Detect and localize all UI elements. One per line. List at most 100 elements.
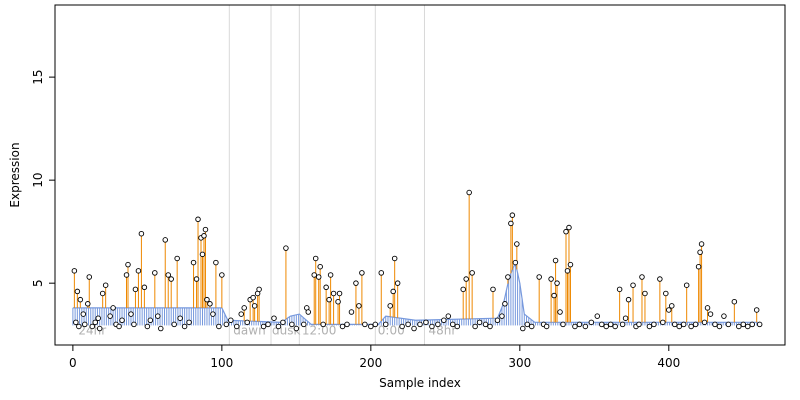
x-tick-label: 400 — [657, 356, 680, 370]
data-point — [405, 321, 411, 328]
data-point — [509, 212, 516, 218]
x-tick-label: 300 — [508, 356, 531, 370]
data-point — [119, 317, 125, 324]
data-point — [494, 317, 501, 324]
data-point — [630, 282, 636, 288]
data-point — [725, 321, 732, 328]
data-point — [616, 286, 623, 293]
data-point — [301, 321, 307, 328]
data-point — [745, 323, 751, 330]
data-point — [391, 255, 398, 262]
data-point — [528, 323, 535, 330]
plot-frame — [54, 4, 786, 346]
data-point — [582, 323, 589, 330]
data-point — [327, 272, 334, 278]
data-point — [646, 323, 653, 330]
data-point — [311, 272, 317, 278]
data-point — [552, 257, 559, 264]
data-point — [125, 261, 131, 268]
data-point — [499, 313, 505, 319]
data-point — [110, 305, 116, 311]
data-point — [698, 241, 705, 247]
data-point — [162, 237, 168, 243]
data-point — [228, 317, 234, 324]
data-point — [244, 319, 250, 326]
data-point — [92, 319, 98, 326]
data-point — [536, 274, 542, 280]
data-point — [86, 274, 93, 280]
data-point — [102, 282, 109, 288]
x-tick-label: 100 — [210, 356, 233, 370]
data-point — [435, 321, 441, 328]
data-point — [688, 323, 694, 330]
data-point — [482, 321, 489, 328]
data-point — [168, 276, 174, 282]
data-point — [603, 323, 609, 330]
data-point — [651, 321, 657, 328]
data-point — [250, 294, 256, 301]
data-point — [223, 321, 230, 328]
data-point — [695, 263, 702, 270]
data-point — [563, 228, 569, 235]
data-point — [199, 251, 206, 258]
data-point — [174, 255, 180, 262]
data-point — [619, 321, 626, 328]
data-point — [636, 321, 642, 328]
data-point — [138, 230, 145, 237]
data-point — [234, 323, 240, 330]
data-point — [441, 317, 447, 324]
data-point — [490, 286, 496, 293]
data-point — [96, 325, 103, 332]
data-point — [378, 270, 385, 276]
data-point — [588, 319, 595, 326]
data-point — [716, 323, 723, 330]
data-point — [260, 323, 267, 330]
data-point — [567, 261, 574, 268]
data-point — [201, 233, 207, 239]
data-point — [107, 313, 113, 319]
data-point — [368, 323, 374, 330]
data-point — [753, 307, 760, 313]
data-point — [512, 259, 519, 266]
data-point — [387, 303, 393, 309]
data-point — [520, 325, 526, 332]
phase-label: dawn — [233, 324, 265, 338]
y-tick-label: 15 — [31, 69, 45, 84]
data-point — [131, 321, 137, 328]
data-point — [417, 321, 423, 328]
data-point — [339, 323, 346, 330]
phase-label: 12:00 — [302, 324, 337, 338]
data-point — [450, 321, 456, 328]
data-point — [423, 319, 429, 326]
data-point — [721, 313, 727, 319]
data-point — [557, 309, 563, 315]
x-tick-label: 200 — [359, 356, 382, 370]
data-point — [147, 317, 154, 324]
data-point — [193, 276, 200, 282]
data-point — [74, 288, 81, 295]
data-point — [305, 309, 312, 315]
data-point — [195, 216, 201, 223]
data-point — [132, 286, 139, 293]
data-point — [576, 321, 583, 328]
data-point — [317, 263, 323, 270]
data-point — [326, 296, 332, 303]
data-point — [241, 305, 247, 311]
data-point — [238, 311, 244, 317]
data-point — [82, 321, 88, 328]
data-point — [135, 268, 142, 274]
data-point — [76, 323, 82, 330]
data-point — [736, 323, 742, 330]
data-point — [399, 323, 405, 330]
data-point — [265, 321, 271, 328]
data-point — [476, 319, 483, 326]
data-point — [216, 323, 222, 330]
data-point — [712, 321, 718, 328]
data-point — [155, 313, 161, 319]
data-point — [141, 284, 148, 291]
data-point — [697, 249, 703, 256]
x-tick-label: 0 — [69, 356, 77, 370]
axis-layer: 0 100 200 300 400 5 10 15 — [31, 69, 680, 370]
data-point — [202, 226, 209, 233]
data-point — [731, 298, 738, 305]
